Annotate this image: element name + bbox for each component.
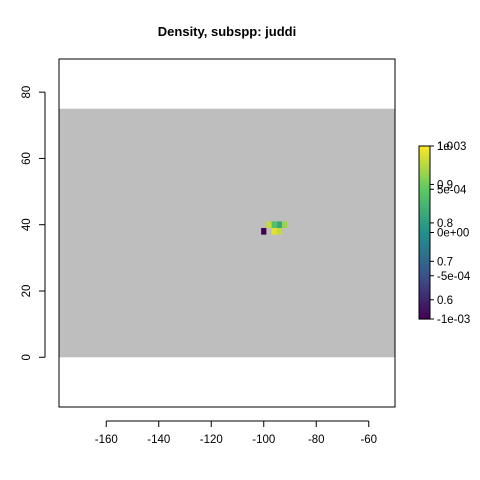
colorbar-tick-label: 1e-03 — [437, 141, 466, 153]
colorbar-swatch — [419, 293, 430, 297]
data-region-background — [59, 108, 395, 358]
colorbar-swatch — [419, 180, 430, 185]
colorbar-swatch — [419, 171, 430, 176]
colorbar-swatch — [419, 255, 430, 260]
heatmap-cell — [271, 221, 277, 229]
colorbar-swatch — [419, 287, 430, 291]
y-tick-label: 40 — [21, 218, 33, 231]
colorbar-tick-label: 0.7 — [437, 256, 453, 268]
colorbar-swatch — [419, 226, 430, 231]
colorbar-tick-label: 5e-04 — [437, 184, 467, 196]
colorbar-swatch — [419, 203, 430, 208]
colorbar-swatch — [419, 307, 430, 311]
colorbar-swatch — [419, 269, 430, 274]
colorbar-swatch — [419, 169, 430, 173]
colorbar-swatch — [419, 146, 430, 150]
heatmap-cell — [261, 228, 267, 235]
y-tick-label: 0 — [21, 354, 33, 360]
colorbar-tick-label: -5e-04 — [437, 271, 471, 283]
axes: -160 -140 -120 -100 -80 -60 0 20 40 60 80 — [21, 58, 396, 446]
colorbar-swatch — [419, 215, 430, 219]
colorbar-swatch — [419, 163, 430, 167]
heatmap-cell — [282, 221, 288, 229]
x-tick-label: -80 — [308, 434, 325, 446]
colorbar-swatch — [419, 235, 430, 239]
colorbar-swatch — [419, 148, 430, 153]
colorbar-swatch — [419, 229, 430, 234]
colorbar-swatch — [419, 272, 430, 277]
plot-area — [59, 108, 395, 358]
colorbar-swatch — [419, 316, 430, 320]
colorbar-swatch — [419, 218, 430, 222]
colorbar-swatch — [419, 223, 430, 228]
heatmap-cell — [276, 228, 283, 235]
colorbar-swatch — [419, 200, 430, 205]
colorbar-swatch — [419, 209, 430, 213]
colorbar-swatch — [419, 160, 430, 164]
colorbar-swatch — [419, 252, 430, 257]
colorbar-tick-label: 0.9 — [437, 179, 453, 191]
colorbar-swatch — [419, 206, 430, 211]
colorbar-tick-label: 0.6 — [437, 295, 453, 307]
colorbar-swatch — [419, 278, 430, 283]
colorbar-swatch — [419, 298, 430, 303]
colorbar-swatch — [419, 275, 430, 280]
colorbar-swatch — [419, 313, 430, 317]
colorbar-swatch — [419, 212, 430, 216]
colorbar-swatch — [419, 232, 430, 236]
colorbar-swatch — [419, 244, 430, 248]
colorbar-swatch — [419, 238, 430, 242]
colorbar-swatch — [419, 183, 430, 187]
colorbar-tick-label: 1.0 — [437, 141, 453, 153]
colorbar-swatch — [419, 304, 430, 309]
x-tick-label: -100 — [252, 434, 275, 446]
colorbar-swatch — [419, 295, 430, 300]
y-tick-label: 20 — [21, 285, 33, 298]
colorbar-swatch — [419, 264, 430, 268]
colorbar-legend: 1e-03 5e-04 0e+00 -5e-04 -1e-03 1.0 0.9 0.8 0.7 0… — [418, 141, 471, 326]
colorbar-swatch — [419, 192, 430, 196]
y-tick-label: 60 — [21, 152, 33, 165]
colorbar-swatch — [419, 157, 430, 162]
colorbar-swatch — [419, 249, 430, 254]
colorbar-swatch — [419, 220, 430, 225]
colorbar-swatch — [419, 151, 430, 156]
colorbar-swatch — [419, 267, 430, 271]
colorbar-swatch — [419, 241, 430, 245]
x-tick-label: -60 — [360, 434, 377, 446]
colorbar-swatch — [419, 154, 430, 159]
colorbar-swatch — [419, 290, 430, 294]
colorbar-swatch — [419, 195, 430, 199]
colorbar-tick-label: -1e-03 — [437, 314, 470, 326]
colorbar-swatch — [419, 261, 430, 265]
colorbar-swatch — [419, 281, 430, 285]
heatmap-cell — [276, 221, 283, 229]
colorbar-swatch — [419, 174, 430, 179]
heatmap-cell — [271, 228, 277, 235]
colorbar-tick-label: 0.8 — [437, 218, 453, 230]
colorbar-swatch — [419, 189, 430, 193]
x-tick-label: -140 — [147, 434, 170, 446]
colorbar-swatch — [419, 177, 430, 182]
plot-frame — [58, 58, 396, 408]
colorbar-swatch — [419, 166, 430, 170]
colorbar-swatch — [419, 310, 430, 314]
colorbar-swatch — [419, 301, 430, 306]
y-tick-label: 80 — [21, 86, 33, 99]
chart-title: Density, subspp: juddi — [158, 24, 296, 39]
x-tick-label: -160 — [95, 434, 118, 446]
colorbar-swatch — [419, 186, 430, 190]
colorbar-swatch — [419, 197, 430, 202]
colorbar-tick-label: 0e+00 — [437, 228, 469, 240]
colorbar-swatch — [419, 284, 430, 288]
heatmap-cell — [266, 221, 272, 229]
colorbar-swatch — [419, 246, 430, 251]
x-tick-label: -120 — [200, 434, 223, 446]
colorbar-swatch — [419, 258, 430, 262]
